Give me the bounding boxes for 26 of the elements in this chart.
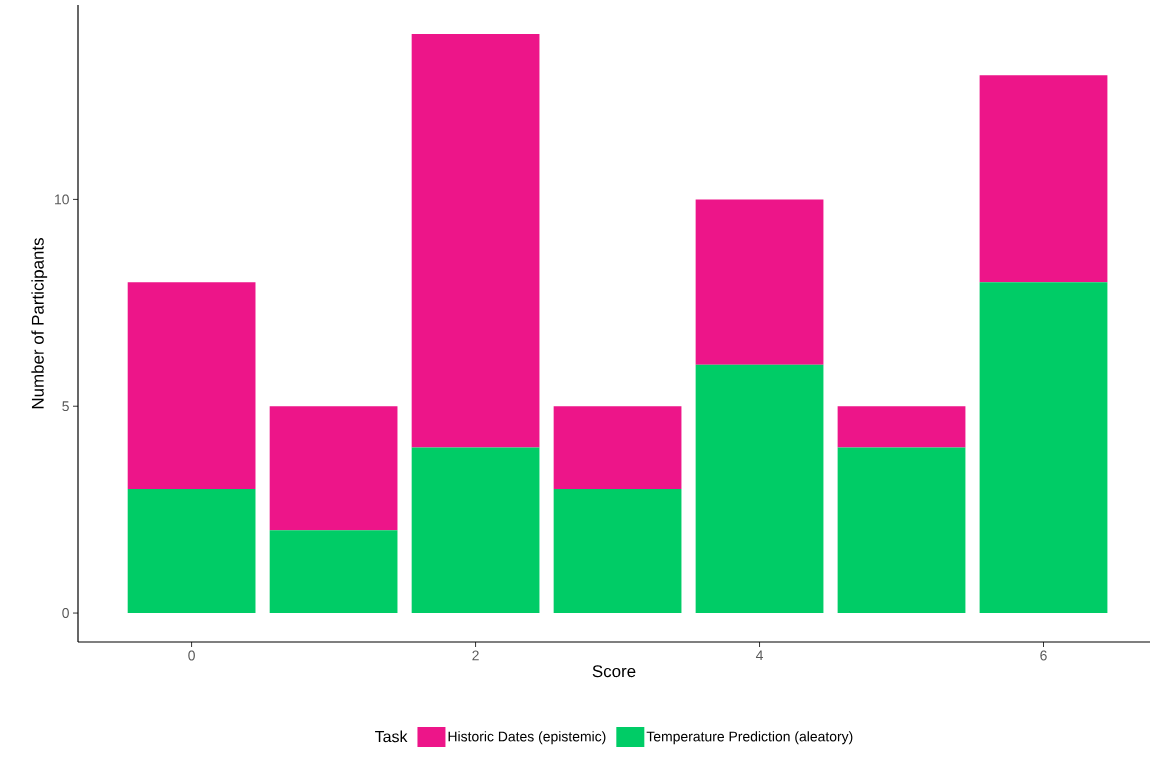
bar bbox=[127, 282, 256, 489]
bar bbox=[411, 33, 540, 448]
bar bbox=[695, 364, 824, 614]
legend-label: Temperature Prediction (aleatory) bbox=[646, 731, 853, 745]
bar bbox=[269, 530, 398, 614]
y-axis-title: Number of Participants bbox=[31, 238, 48, 409]
y-tick-label: 0 bbox=[62, 608, 69, 618]
bar bbox=[553, 406, 682, 489]
x-tick-label: 0 bbox=[188, 650, 195, 661]
bar bbox=[553, 488, 682, 614]
bar bbox=[695, 199, 824, 365]
bar bbox=[837, 447, 966, 614]
x-tick-label: 4 bbox=[755, 650, 763, 661]
bar bbox=[837, 406, 966, 448]
bar bbox=[979, 282, 1108, 614]
x-tick-label: 2 bbox=[472, 650, 479, 661]
x-tick-label: 6 bbox=[1040, 650, 1047, 661]
bar bbox=[411, 447, 540, 614]
legend-label: Historic Dates (epistemic) bbox=[448, 731, 606, 745]
legend-title: Task bbox=[375, 730, 408, 743]
bar bbox=[979, 75, 1108, 283]
y-tick-label: 5 bbox=[62, 401, 69, 412]
y-tick-label: 10 bbox=[55, 194, 69, 205]
x-axis-title: Score bbox=[592, 665, 636, 678]
bar bbox=[269, 406, 398, 531]
bar bbox=[127, 488, 256, 614]
